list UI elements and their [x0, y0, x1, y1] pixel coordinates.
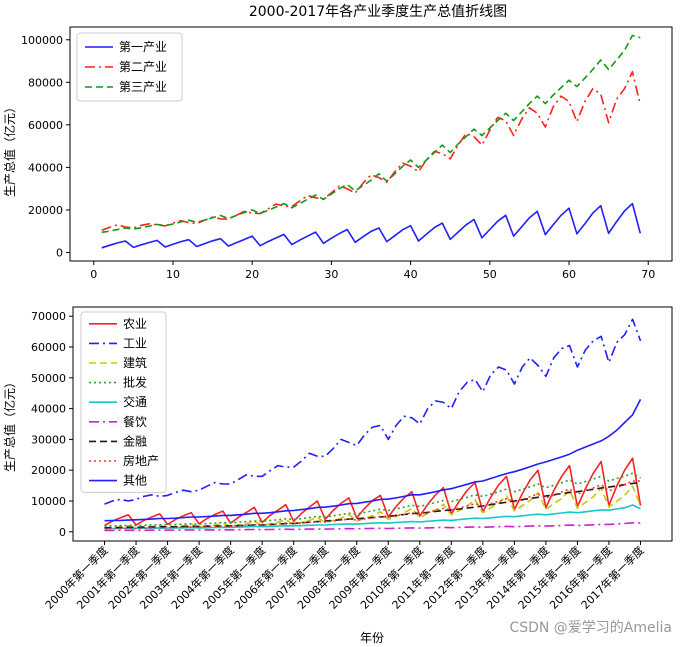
x-tick-label: 60 [562, 268, 576, 281]
x-tick-label: 0 [90, 268, 97, 281]
bottom-y-axis-label: 生产总值（亿元） [2, 376, 17, 472]
legend-label: 第二产业 [119, 60, 167, 74]
series-line-3 [104, 485, 642, 530]
y-tick-label: 0 [56, 246, 63, 259]
legend-label: 餐饮 [123, 414, 147, 429]
legend-label: 其他 [123, 474, 147, 488]
axes-frame [72, 306, 673, 542]
legend-label: 第三产业 [119, 80, 167, 94]
y-tick-label: 30000 [31, 433, 66, 446]
y-tick-label: 50000 [31, 372, 66, 385]
legend-box [76, 32, 183, 102]
legend-label: 交通 [123, 394, 147, 409]
top-plot: 0 20000 40000 60000 80000 100000 0 10 20 30 40 50 60… [21, 26, 673, 281]
legend-label: 第一产业 [119, 40, 167, 54]
series-line-1 [101, 202, 642, 249]
legend-label: 建筑 [123, 355, 147, 370]
series-line-5 [104, 504, 641, 530]
y-tick-label: 100000 [21, 34, 63, 47]
series-line-9 [104, 399, 642, 522]
series-line-7 [104, 481, 641, 529]
bottom-plot: 0100002000030000400005000060000700002000… [31, 306, 673, 612]
bottom-x-axis-label: 年份 [360, 631, 384, 645]
series-line-8 [104, 480, 641, 530]
y-tick-label: 40000 [31, 403, 66, 416]
x-tick-label: 20 [245, 268, 259, 281]
y-tick-label: 20000 [31, 464, 66, 477]
legend-label: 批发 [123, 375, 147, 390]
x-tick-label: 50 [483, 268, 497, 281]
y-tick-label: 20000 [28, 204, 63, 217]
y-tick-label: 0 [59, 526, 66, 539]
series-line-2 [101, 70, 642, 231]
y-tick-label: 60000 [31, 341, 66, 354]
legend-label: 金融 [123, 433, 147, 448]
y-tick-label: 70000 [31, 310, 66, 323]
legend-label: 房地产 [123, 453, 159, 468]
y-tick-label: 60000 [28, 119, 63, 132]
watermark: CSDN @爱学习的Amelia [509, 620, 672, 636]
series-line-2 [104, 318, 642, 505]
legend-label: 农业 [123, 317, 147, 331]
top-y-axis-label: 生产总值（亿元） [2, 101, 17, 197]
axes-frame [69, 26, 673, 262]
x-tick-label: 10 [166, 268, 180, 281]
x-tick-label: 30 [324, 268, 338, 281]
y-tick-label: 80000 [28, 76, 63, 89]
legend-box [80, 311, 167, 493]
chart-title: 2000-2017年各产业季度生产总值折线图 [249, 4, 507, 20]
series-line-3 [101, 34, 641, 234]
y-tick-label: 10000 [31, 495, 66, 508]
x-tick-label: 40 [404, 268, 418, 281]
series-line-6 [104, 521, 641, 532]
y-tick-label: 40000 [28, 161, 63, 174]
legend-label: 工业 [123, 336, 147, 350]
x-tick-label: 70 [641, 268, 655, 281]
